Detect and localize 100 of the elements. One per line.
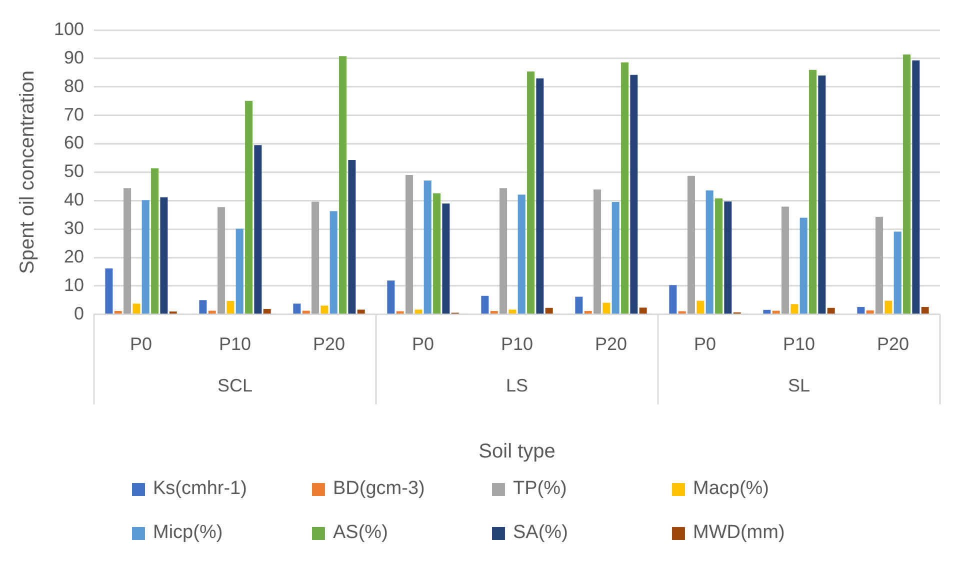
bar	[208, 310, 216, 314]
bar	[594, 190, 602, 314]
bar	[124, 188, 132, 314]
legend-label: Micp(%)	[153, 522, 223, 544]
bar	[894, 232, 902, 314]
y-tick-label: 90	[64, 47, 84, 68]
y-tick-label: 70	[64, 104, 84, 124]
x-axis-title: Soil type	[478, 440, 556, 463]
x-tick-label: P10	[782, 334, 816, 354]
y-tick-label: 0	[74, 303, 84, 324]
bar	[236, 228, 244, 314]
bar	[715, 198, 723, 314]
y-axis-title: Spent oil concentration	[16, 70, 39, 274]
y-tick-label: 50	[64, 161, 84, 182]
bar	[218, 207, 226, 314]
bar	[320, 306, 328, 314]
y-tick-label: 30	[64, 218, 84, 238]
bar	[536, 78, 544, 314]
bar	[414, 310, 422, 314]
bar	[612, 202, 620, 314]
bar	[866, 310, 874, 314]
bar	[508, 310, 516, 314]
bar	[669, 285, 677, 314]
bar	[518, 194, 526, 314]
bar	[142, 200, 150, 314]
bar	[433, 193, 441, 314]
legend-label: AS(%)	[333, 522, 388, 544]
bar	[621, 62, 629, 314]
bar	[602, 302, 610, 314]
bar	[527, 72, 535, 314]
bar	[490, 310, 498, 314]
bar	[302, 310, 310, 314]
bar	[630, 74, 638, 314]
bar	[348, 160, 356, 314]
y-tick-label: 100	[54, 18, 84, 39]
bar	[902, 54, 911, 314]
bar	[406, 175, 414, 314]
legend-label: TP(%)	[513, 478, 567, 500]
bar	[254, 145, 262, 314]
bar	[724, 201, 732, 314]
bar	[575, 296, 583, 314]
bar	[387, 280, 395, 314]
text: LS	[506, 375, 528, 396]
bar	[884, 300, 892, 314]
x-tick-label: P0	[130, 334, 152, 354]
bar	[330, 211, 338, 314]
x-tick-label: P0	[694, 334, 716, 354]
bar	[424, 180, 432, 314]
bar	[245, 100, 253, 314]
bar	[357, 310, 365, 314]
x-tick-label: P20	[594, 334, 628, 354]
bar	[688, 176, 696, 314]
bar	[160, 197, 168, 314]
x-tick-label: P10	[219, 334, 252, 354]
y-tick-label: 40	[64, 190, 84, 210]
x-tick-label: P10	[501, 334, 534, 354]
bar	[132, 304, 140, 314]
x-tick-label: P20	[876, 334, 910, 354]
bar	[876, 216, 884, 314]
bar	[800, 218, 808, 314]
bar	[339, 56, 347, 314]
y-tick-label: 80	[64, 76, 84, 96]
text: SL	[788, 375, 810, 396]
bar	[808, 70, 817, 314]
bar	[763, 310, 771, 314]
bar	[818, 76, 826, 314]
bar	[151, 168, 159, 314]
legend-label: SA(%)	[513, 522, 568, 544]
bar	[105, 268, 113, 314]
legend-label: Ks(cmhr-1)	[153, 478, 247, 500]
bar	[263, 308, 271, 314]
bar	[790, 304, 798, 314]
bar	[226, 301, 234, 314]
bar	[639, 308, 647, 314]
bar	[584, 310, 592, 314]
x-tick-label: P20	[313, 334, 346, 354]
bar	[706, 190, 714, 314]
bar	[114, 310, 122, 314]
bar	[921, 307, 929, 314]
legend-label: BD(gcm-3)	[333, 478, 425, 500]
legend-label: Macp(%)	[693, 478, 770, 500]
bar	[500, 188, 508, 314]
bar	[442, 203, 450, 314]
bar	[772, 310, 780, 314]
text: SCL	[218, 375, 253, 396]
bar	[782, 206, 790, 314]
bar	[545, 308, 553, 314]
legend-label: MWD(mm)	[693, 522, 785, 544]
bar	[293, 304, 301, 314]
y-tick-label: 60	[64, 132, 84, 153]
bar	[857, 307, 865, 314]
bar	[199, 300, 207, 314]
bar	[312, 202, 320, 314]
bar	[481, 296, 489, 314]
y-tick-label: 10	[64, 274, 84, 295]
bar	[912, 60, 920, 314]
bar	[827, 308, 835, 314]
y-tick-label: 20	[64, 246, 84, 266]
x-tick-label: P0	[412, 334, 434, 354]
bar	[696, 300, 704, 314]
